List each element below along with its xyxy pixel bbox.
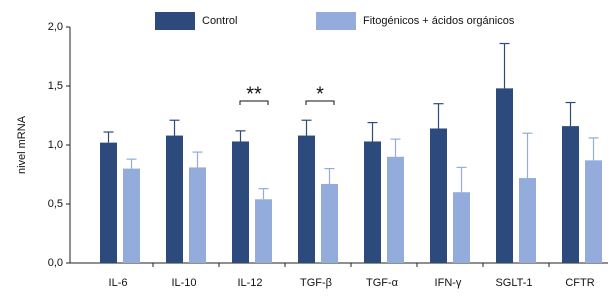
- bar: [496, 88, 513, 263]
- significance-label: *: [316, 83, 324, 105]
- bar: [255, 199, 272, 263]
- bar: [364, 141, 381, 263]
- x-tick-label: SGLT-1: [495, 277, 532, 289]
- x-tick-label: IL-6: [109, 277, 128, 289]
- legend-label: Control: [202, 15, 237, 27]
- significance-bracket: [305, 100, 335, 105]
- bar: [430, 128, 447, 263]
- significance-label: **: [246, 83, 262, 105]
- bar: [298, 135, 315, 263]
- bar: [562, 126, 579, 264]
- bar: [123, 168, 140, 263]
- legend-swatch: [155, 12, 195, 30]
- y-tick-label: 0,5: [48, 198, 63, 210]
- bar: [321, 183, 338, 263]
- bar: [519, 178, 536, 263]
- bar: [189, 167, 206, 263]
- bar: [585, 160, 602, 263]
- y-tick-label: 1,5: [48, 80, 63, 92]
- y-tick-label: 0,0: [48, 257, 63, 269]
- x-tick-label: IFN-γ: [435, 277, 462, 289]
- x-tick-label: CFTR: [565, 277, 594, 289]
- bar: [232, 141, 249, 263]
- y-tick-label: 2,0: [48, 21, 63, 33]
- x-tick-label: TGF-α: [366, 277, 399, 289]
- legend-swatch: [316, 12, 356, 30]
- x-tick-label: IL-12: [237, 277, 262, 289]
- y-axis-label: nivel mRNA: [16, 115, 28, 174]
- y-tick-label: 1,0: [48, 139, 63, 151]
- legend-label: Fitogénicos + ácidos orgánicos: [363, 15, 515, 27]
- x-tick-label: IL-10: [171, 277, 196, 289]
- bar: [166, 135, 183, 263]
- x-tick-label: TGF-β: [300, 277, 332, 289]
- bar: [387, 156, 404, 263]
- bar: [453, 192, 470, 263]
- significance-bracket: [239, 100, 269, 105]
- bar: [100, 142, 117, 263]
